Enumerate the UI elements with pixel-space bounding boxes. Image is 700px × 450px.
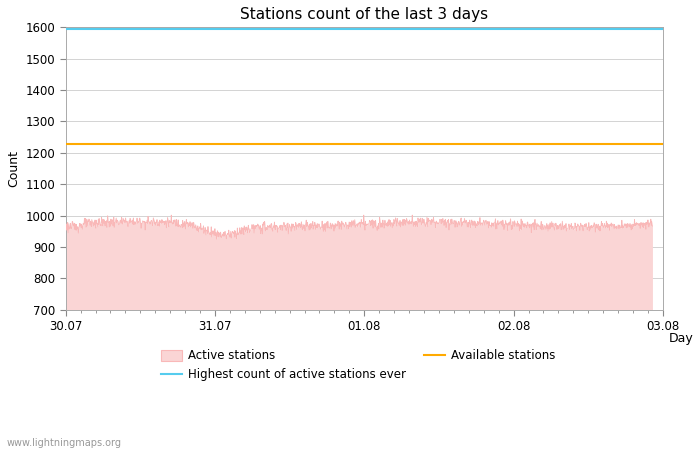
Legend: Active stations, Highest count of active stations ever, Available stations: Active stations, Highest count of active…	[161, 350, 556, 381]
Text: www.lightningmaps.org: www.lightningmaps.org	[7, 438, 122, 448]
Y-axis label: Count: Count	[7, 150, 20, 187]
Title: Stations count of the last 3 days: Stations count of the last 3 days	[240, 7, 489, 22]
Text: Day: Day	[669, 332, 694, 345]
